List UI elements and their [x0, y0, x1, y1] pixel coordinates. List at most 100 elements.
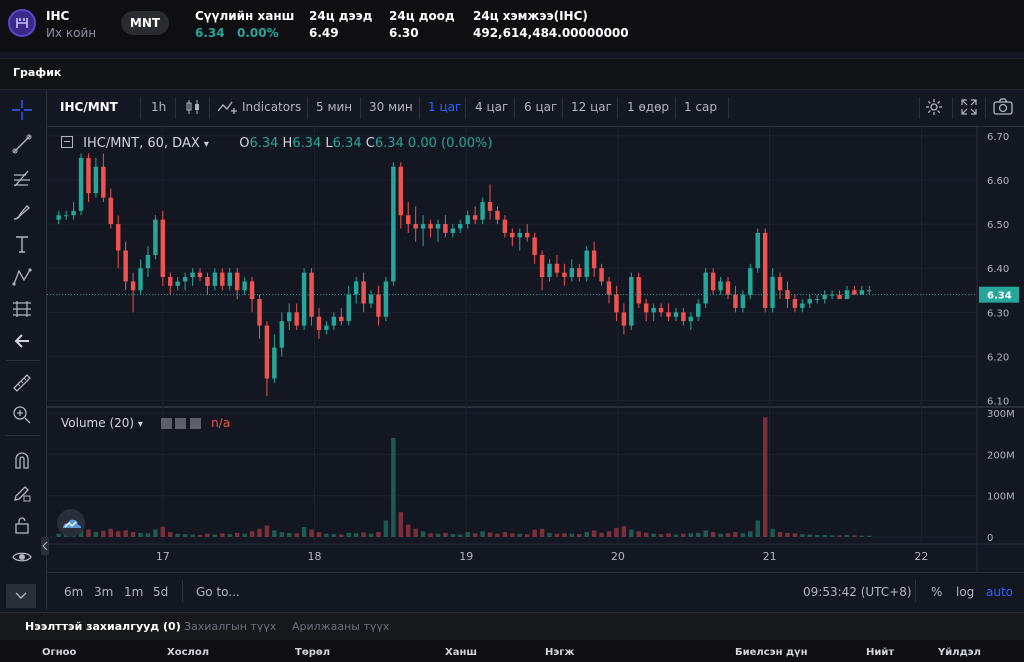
toolbar-collapse-icon[interactable]: [6, 584, 36, 608]
text-tool-icon[interactable]: [9, 232, 35, 256]
fib-tool-icon[interactable]: [9, 166, 35, 190]
interval-5min[interactable]: 5 мин: [316, 100, 353, 114]
chart-toolbar: IHC/MNT 1h Indicators 5 мин 30 мин 1 цаг…: [47, 90, 1024, 127]
zoom-in-icon[interactable]: [9, 403, 35, 427]
range-1m[interactable]: 1m: [124, 585, 144, 599]
pencil-lock-icon[interactable]: [9, 481, 35, 505]
brush-icon[interactable]: [9, 200, 35, 224]
interval-1d[interactable]: 1 өдөр: [627, 100, 670, 114]
legend-change: 0.00 (0.00%): [407, 136, 493, 151]
volume-gear-icon[interactable]: [175, 418, 187, 429]
volume-bar: [264, 525, 270, 537]
volume-bar: [398, 512, 404, 537]
eye-icon[interactable]: [9, 545, 35, 569]
volume-settings-icon[interactable]: [160, 418, 172, 429]
candle-body: [696, 303, 701, 317]
candle-body: [101, 166, 106, 198]
prediction-tool-icon[interactable]: [9, 297, 35, 321]
volume-bar: [577, 534, 582, 537]
candle-body: [762, 232, 768, 308]
column-filled: Биелсэн дүн: [735, 647, 808, 658]
percent-toggle[interactable]: %: [931, 585, 943, 599]
candle-body: [867, 290, 872, 292]
tab-open-orders[interactable]: Нээлттэй захиалгууд (0): [25, 620, 181, 633]
price-chart[interactable]: 6.70 6.60 6.50 6.40 6.30 6.20 6.10 300M 200M 100…: [47, 127, 1024, 572]
legend-low-label: L: [325, 136, 333, 151]
price-tick-label: 6.20: [987, 352, 1009, 363]
volume-bar: [658, 534, 664, 537]
candle-body: [458, 224, 463, 229]
legend-dropdown-icon[interactable]: ▾: [203, 139, 209, 150]
auto-toggle[interactable]: auto: [986, 585, 1014, 599]
watermark-logo-icon: [57, 509, 85, 537]
pattern-tool-icon[interactable]: [9, 265, 35, 289]
interval-12h[interactable]: 12 цаг: [571, 100, 612, 114]
ruler-icon[interactable]: [9, 371, 35, 395]
candle-body: [368, 294, 374, 304]
volume-bar: [487, 532, 493, 537]
collapse-handle-icon[interactable]: [41, 537, 49, 555]
volume-bar: [718, 533, 723, 537]
candle-style-icon[interactable]: [185, 98, 201, 119]
candle-body: [547, 263, 552, 278]
symbol-search[interactable]: IHC/MNT: [60, 100, 118, 114]
fullscreen-icon[interactable]: [959, 97, 979, 120]
crosshair-icon[interactable]: [9, 98, 35, 122]
volume-close-icon[interactable]: [190, 418, 202, 429]
candle-body: [688, 316, 694, 322]
price-tick-label: 6.30: [987, 308, 1009, 319]
interval-30min[interactable]: 30 мин: [369, 100, 413, 114]
candlesticks: [56, 153, 872, 397]
volume-bar: [844, 534, 850, 537]
bottom-toolbar: 6m 3m 1m 5d Go to... 09:53:42 (UTC+8) % …: [47, 572, 1024, 609]
indicators-button[interactable]: Indicators: [242, 100, 302, 114]
legend-title[interactable]: IHC/MNT, 60, DAX: [83, 136, 200, 151]
volume-bar: [599, 532, 604, 537]
magnet-icon[interactable]: [9, 448, 35, 472]
tab-order-history[interactable]: Захиалгын түүх: [184, 620, 277, 633]
volume-bar: [710, 532, 716, 537]
volume-bar: [696, 532, 701, 537]
candle-body: [599, 268, 604, 282]
candle-body: [391, 166, 396, 282]
volume-bar: [227, 534, 232, 537]
interval-6h[interactable]: 6 цаг: [524, 100, 558, 114]
log-toggle[interactable]: log: [956, 585, 975, 599]
settings-gear-icon[interactable]: [924, 97, 944, 120]
back-arrow-icon[interactable]: [9, 329, 35, 353]
legend-collapse-icon[interactable]: [61, 136, 73, 148]
trend-line-icon[interactable]: [9, 132, 35, 156]
range-5d[interactable]: 5d: [153, 585, 169, 599]
range-6m[interactable]: 6m: [64, 585, 84, 599]
indicators-icon[interactable]: [217, 98, 239, 119]
volume-bar: [621, 526, 627, 537]
high-value: 6.49: [309, 26, 339, 40]
clock-time[interactable]: 09:53:42 (UTC+8): [803, 585, 912, 599]
candle-body: [242, 281, 247, 291]
coin-logo: [8, 9, 36, 37]
legend-high-label: H: [282, 136, 293, 151]
candle-body: [614, 294, 619, 313]
tab-trade-history[interactable]: Арилжааны түүх: [292, 620, 390, 633]
interval-selector[interactable]: 1h: [151, 100, 167, 114]
candle-body: [108, 197, 114, 225]
camera-icon[interactable]: [992, 97, 1014, 120]
candle-body: [524, 232, 530, 238]
volume-bar: [777, 532, 783, 537]
interval-4h[interactable]: 4 цаг: [475, 100, 509, 114]
candle-body: [651, 307, 656, 313]
volume-bar: [101, 530, 106, 537]
interval-1m[interactable]: 1 сар: [684, 100, 718, 114]
lock-icon[interactable]: [9, 513, 35, 537]
currency-selector[interactable]: MNT: [121, 11, 169, 35]
price-tick-label: 6.50: [987, 220, 1009, 231]
volume-bar: [450, 534, 456, 537]
goto-button[interactable]: Go to...: [196, 585, 240, 599]
interval-1h[interactable]: 1 цаг: [428, 100, 462, 114]
candle-body: [264, 325, 270, 379]
volume-dropdown-icon[interactable]: ▾: [137, 419, 143, 430]
toolbar-separator: [419, 97, 420, 119]
candle-body: [792, 299, 798, 308]
volume-title[interactable]: Volume (20): [61, 416, 135, 430]
range-3m[interactable]: 3m: [94, 585, 114, 599]
